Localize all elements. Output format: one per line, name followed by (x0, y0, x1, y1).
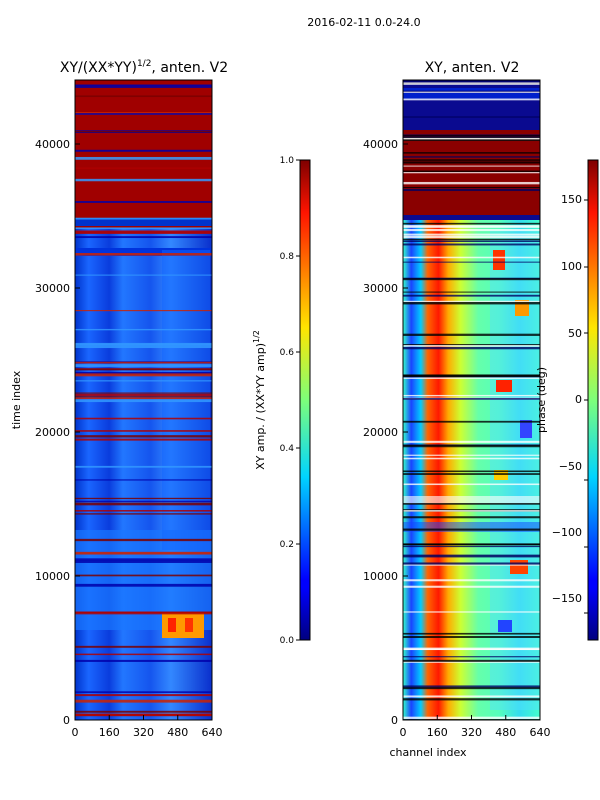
amplitude-x-axis: 0 160 320 480 640 (72, 715, 223, 739)
colorbar-label: phase (deg) (535, 367, 548, 433)
amplitude-colorbar: 0.0 0.2 0.4 0.6 0.8 1.0 XY amp. / (XX*YY… (252, 156, 311, 646)
amplitude-panel: XY/(XX*YY)1/2, anten. V2 0 160 320 480 6… (10, 59, 228, 739)
y-axis-label: time index (10, 370, 23, 429)
x-tick-label: 640 (202, 726, 223, 739)
phase-heatmap (403, 80, 540, 721)
colorbar-tick-label: 0.8 (280, 252, 295, 262)
x-axis-label: channel index (389, 746, 467, 759)
y-tick-label: 10000 (363, 570, 398, 583)
y-tick-label: 40000 (35, 138, 70, 151)
y-tick-label: 0 (63, 714, 70, 727)
x-tick-label: 480 (167, 726, 188, 739)
colorbar-tick-label: 0.4 (280, 444, 295, 454)
colorbar-tick-label: 0 (575, 393, 582, 406)
x-tick-label: 640 (530, 726, 551, 739)
x-tick-label: 160 (427, 726, 448, 739)
x-tick-label: 0 (400, 726, 407, 739)
x-tick-label: 0 (72, 726, 79, 739)
phase-x-axis: 0 160 320 480 640 channel index (389, 715, 551, 759)
colorbar-tick-label: −100 (552, 526, 582, 539)
colorbar-tick-label: 0.0 (280, 636, 295, 646)
amplitude-panel-title: XY/(XX*YY)1/2, anten. V2 (60, 59, 228, 76)
y-tick-label: 0 (391, 714, 398, 727)
colorbar-tick-label: 1.0 (280, 156, 295, 166)
figure-title: 2016-02-11 0.0-24.0 (307, 16, 420, 29)
x-tick-label: 160 (99, 726, 120, 739)
amplitude-y-axis: 0 10000 20000 30000 40000 time index (10, 138, 80, 727)
phase-y-axis: 0 10000 20000 30000 40000 (363, 138, 408, 727)
y-tick-label: 20000 (35, 426, 70, 439)
phase-panel-title: XY, anten. V2 (425, 60, 520, 76)
x-tick-label: 320 (133, 726, 154, 739)
colorbar-tick-label: 0.6 (280, 348, 295, 358)
y-tick-label: 30000 (35, 282, 70, 295)
colorbar-tick-label: −150 (552, 592, 582, 605)
y-tick-label: 10000 (35, 570, 70, 583)
colorbar-tick-label: 50 (568, 327, 582, 340)
colorbar-tick-label: 100 (561, 260, 582, 273)
colorbar-tick-label: 0.2 (280, 540, 294, 550)
colorbar-tick-label: 150 (561, 193, 582, 206)
y-tick-label: 30000 (363, 282, 398, 295)
phase-panel: XY, anten. V2 0 160 (363, 60, 551, 759)
amplitude-heatmap (75, 80, 212, 720)
x-tick-label: 320 (461, 726, 482, 739)
colorbar-tick-label: −50 (559, 460, 582, 473)
colorbar-label: XY amp. / (XX*YY amp)1/2 (252, 330, 267, 470)
x-tick-label: 480 (495, 726, 516, 739)
y-tick-label: 20000 (363, 426, 398, 439)
phase-colorbar: −150 −100 −50 0 50 100 150 phase (deg) (535, 159, 599, 641)
y-tick-label: 40000 (363, 138, 398, 151)
